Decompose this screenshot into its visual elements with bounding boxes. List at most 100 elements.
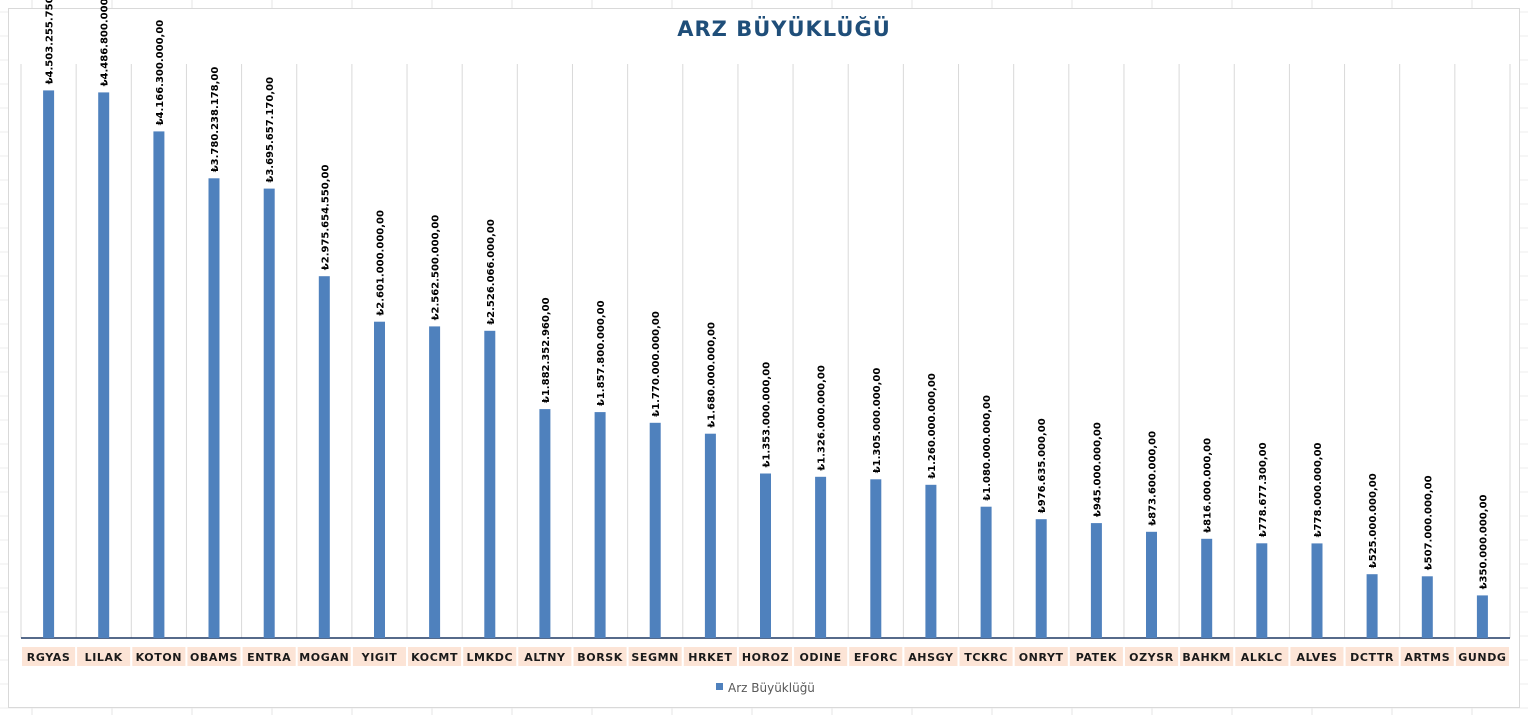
bar-koton[interactable]	[153, 131, 165, 638]
bar-rgyas[interactable]	[43, 90, 55, 638]
bar-segmn[interactable]	[649, 422, 661, 638]
bar-tckrc[interactable]	[980, 506, 992, 638]
category-label-artms: ARTMS	[1404, 651, 1450, 664]
bar-hrket[interactable]	[704, 433, 716, 638]
category-label-alves: ALVES	[1297, 651, 1338, 664]
category-label-bg	[1180, 647, 1234, 666]
data-label-gundg: ₺350.000.000,00	[1478, 494, 1489, 589]
category-label-hrket: HRKET	[688, 651, 732, 664]
bar-odine[interactable]	[815, 476, 827, 638]
data-label-altny: ₺1.882.352.960,00	[541, 297, 552, 403]
category-label-bg	[1125, 647, 1179, 666]
chart-title: ARZ BÜYÜKLÜĞÜ	[677, 16, 891, 41]
legend: Arz Büyüklüğü	[716, 681, 815, 695]
category-label-alklc: ALKLC	[1241, 651, 1283, 664]
legend-swatch	[716, 683, 723, 690]
category-label-bg	[352, 647, 406, 666]
category-label-bg	[1069, 647, 1123, 666]
legend-label: Arz Büyüklüğü	[728, 681, 815, 695]
category-label-bg	[849, 647, 903, 666]
category-label-dcttr: DCTTR	[1350, 651, 1394, 664]
data-label-rgyas: ₺4.503.255.750,00	[45, 0, 56, 84]
category-label-segmn: SEGMN	[631, 651, 679, 664]
bar-lmkdc[interactable]	[484, 330, 496, 638]
category-label-tckrc: TCKRC	[964, 651, 1008, 664]
category-label-patek: PATEK	[1076, 651, 1117, 664]
category-label-kocmt: KOCMT	[411, 651, 458, 664]
bar-entra[interactable]	[263, 188, 275, 638]
category-label-onryt: ONRYT	[1019, 651, 1064, 664]
category-label-bg	[1455, 647, 1509, 666]
category-label-bg	[463, 647, 517, 666]
bar-yigit[interactable]	[374, 321, 385, 638]
bar-altny[interactable]	[539, 409, 551, 638]
category-label-bg	[77, 647, 131, 666]
category-label-mogan: MOGAN	[299, 651, 349, 664]
data-label-hrket: ₺1.680.000.000,00	[706, 322, 717, 428]
data-label-ozysr: ₺873.600.000,00	[1148, 431, 1159, 526]
data-label-lilak: ₺4.486.800.000,00	[100, 0, 111, 86]
category-label-eforc: EFORC	[854, 651, 898, 664]
category-label-bg	[1014, 647, 1068, 666]
data-label-bahkm: ₺816.000.000,00	[1203, 438, 1214, 533]
category-label-bg	[22, 647, 76, 666]
bar-series	[43, 90, 1488, 639]
category-label-bg	[904, 647, 958, 666]
category-label-bg	[242, 647, 296, 666]
bar-patek[interactable]	[1090, 523, 1102, 638]
data-label-mogan: ₺2.975.654.550,00	[320, 165, 331, 271]
data-label-entra: ₺3.695.657.170,00	[265, 77, 276, 183]
data-label-eforc: ₺1.305.000.000,00	[872, 368, 883, 474]
category-label-bg	[738, 647, 792, 666]
category-axis: RGYAS LILAK KOTON OBAMS ENTRA MOGAN YIGIT KOCMT…	[22, 647, 1509, 666]
category-label-lmkdc: LMKDC	[466, 651, 513, 664]
data-label-lmkdc: ₺2.526.066.000,00	[486, 219, 497, 325]
bar-eforc[interactable]	[870, 479, 882, 638]
data-label-onryt: ₺976.635.000,00	[1037, 418, 1048, 513]
data-label-odine: ₺1.326.000.000,00	[817, 365, 828, 471]
bar-alklc[interactable]	[1256, 543, 1268, 638]
bar-ahsgy[interactable]	[925, 484, 937, 638]
data-label-horoz: ₺1.353.000.000,00	[762, 362, 773, 468]
data-label-alves: ₺778.000.000,00	[1313, 442, 1324, 537]
bar-onryt[interactable]	[1035, 519, 1047, 638]
bar-gundg[interactable]	[1476, 595, 1488, 638]
category-label-yigit: YIGIT	[361, 651, 398, 664]
bar-alves[interactable]	[1311, 543, 1323, 638]
category-label-bahkm: BAHKM	[1182, 651, 1231, 664]
category-label-ozysr: OZYSR	[1129, 651, 1174, 664]
bar-dcttr[interactable]	[1366, 574, 1378, 638]
bar-obams[interactable]	[208, 178, 220, 639]
bar-mogan[interactable]	[318, 276, 330, 638]
data-label-tckrc: ₺1.080.000.000,00	[982, 395, 993, 501]
data-label-ahsgy: ₺1.260.000.000,00	[927, 373, 938, 479]
bar-bahkm[interactable]	[1201, 538, 1213, 638]
category-label-bg	[297, 647, 351, 666]
data-label-yigit: ₺2.601.000.000,00	[376, 210, 387, 316]
category-label-bg	[628, 647, 682, 666]
bar-lilak[interactable]	[98, 92, 110, 638]
category-label-bg	[1290, 647, 1344, 666]
category-label-bg	[1400, 647, 1454, 666]
category-label-altny: ALTNY	[524, 651, 566, 664]
bar-ozysr[interactable]	[1146, 531, 1157, 638]
data-label-alklc: ₺778.677.300,00	[1258, 442, 1269, 537]
category-label-odine: ODINE	[799, 651, 841, 664]
category-label-bg	[573, 647, 627, 666]
data-label-koton: ₺4.166.300.000,00	[155, 20, 166, 126]
data-labels: ₺4.503.255.750,00 ₺4.486.800.000,00 ₺4.166…	[45, 0, 1490, 589]
category-label-bg	[408, 647, 462, 666]
category-label-lilak: LILAK	[85, 651, 123, 664]
data-label-patek: ₺945.000.000,00	[1092, 422, 1103, 517]
category-label-bg	[959, 647, 1013, 666]
data-label-borsk: ₺1.857.800.000,00	[596, 300, 607, 406]
category-label-obams: OBAMS	[190, 651, 238, 664]
bar-artms[interactable]	[1421, 576, 1433, 638]
bar-borsk[interactable]	[594, 412, 606, 638]
category-label-borsk: BORSK	[577, 651, 623, 664]
bar-kocmt[interactable]	[429, 326, 441, 638]
bar-horoz[interactable]	[760, 473, 771, 639]
category-label-bg	[518, 647, 572, 666]
data-label-kocmt: ₺2.562.500.000,00	[431, 215, 442, 321]
